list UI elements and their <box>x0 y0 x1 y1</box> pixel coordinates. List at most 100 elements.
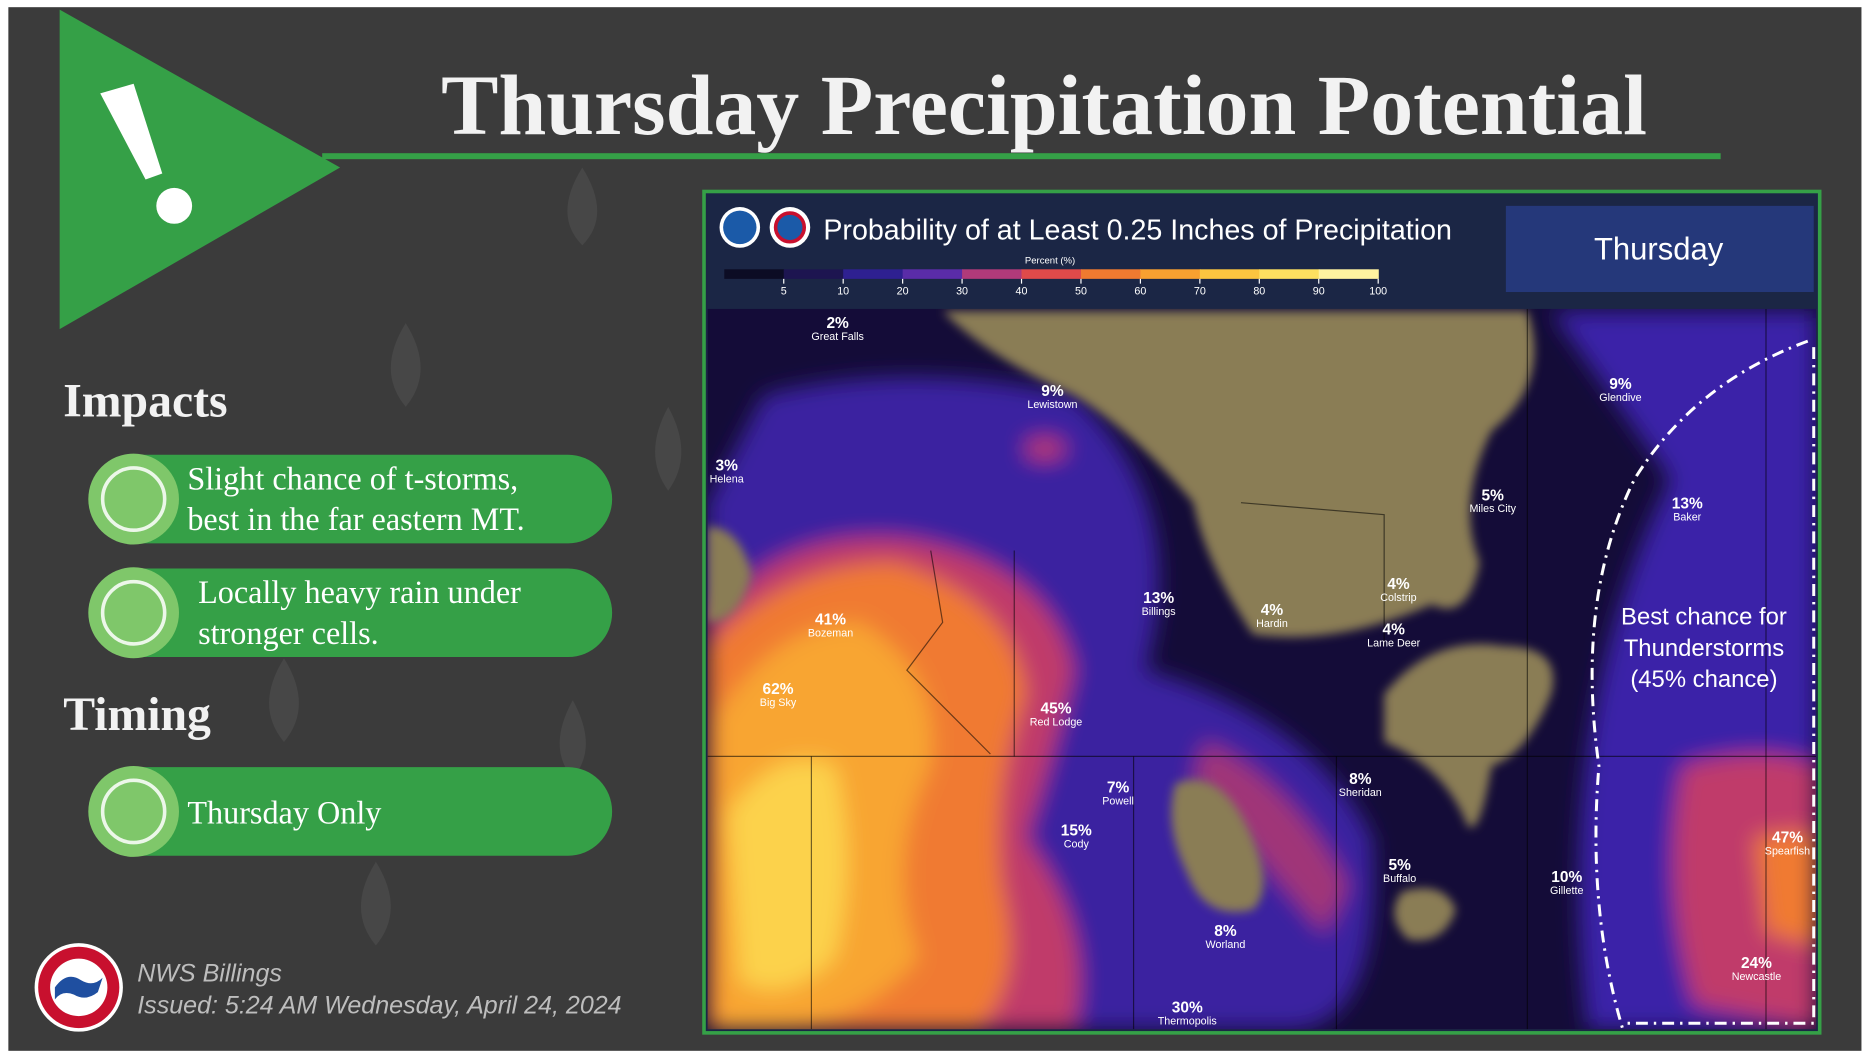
dry-areas <box>707 311 1554 941</box>
city-percent: 13% <box>1143 590 1174 607</box>
pill <box>95 568 613 658</box>
nws-small-logo-inner <box>773 211 807 244</box>
legend-title: Percent (%) <box>1025 255 1075 266</box>
legend: 5 10 20 30 40 50 60 70 80 90 100 <box>724 269 1387 297</box>
city-percent: 2% <box>826 315 849 332</box>
legend-tick-label: 90 <box>1313 285 1325 297</box>
legend-swatch <box>1021 269 1082 279</box>
legend-tick-label: 30 <box>956 285 968 297</box>
city-percent: 9% <box>1041 383 1064 400</box>
city-name: Lame Deer <box>1367 637 1421 649</box>
legend-tick-label: 50 <box>1075 285 1087 297</box>
impacts-heading: Impacts <box>63 374 227 427</box>
annotation-line: Thunderstorms <box>1624 635 1784 662</box>
nws-logo-mark <box>54 976 103 1000</box>
city-percent: 9% <box>1609 376 1632 393</box>
legend-swatch <box>843 269 904 279</box>
city-name: Bozeman <box>808 628 853 640</box>
legend-swatch <box>1259 269 1320 279</box>
pill-icon-inner <box>100 778 167 845</box>
city-percent: 7% <box>1107 779 1130 796</box>
city-name: Red Lodge <box>1030 716 1083 728</box>
legend-tick-label: 20 <box>897 285 909 297</box>
city-name: Powell <box>1102 795 1134 807</box>
city-percent: 13% <box>1672 496 1703 513</box>
issued: Issued: 5:24 AM Wednesday, April 24, 202… <box>137 992 621 1020</box>
day-box <box>1505 205 1814 293</box>
annotation: Best chance for Thunderstorms (45% chance) <box>1621 604 1787 693</box>
exclamation <box>100 83 163 180</box>
city-name: Glendive <box>1599 392 1641 404</box>
map-title: Probability of at Least 0.25 Inches of P… <box>823 214 1452 246</box>
city-percent: 5% <box>1388 857 1411 874</box>
timing-heading: Timing <box>63 688 211 741</box>
city-name: Sheridan <box>1339 787 1382 799</box>
raindrops <box>269 167 682 946</box>
city-percent: 4% <box>1383 621 1406 638</box>
legend-tick-label: 40 <box>1016 285 1028 297</box>
city-percent: 4% <box>1261 602 1284 619</box>
city-percent: 62% <box>762 681 793 698</box>
city-name: Spearfish <box>1765 846 1810 858</box>
city-name: Hardin <box>1256 618 1288 630</box>
map: 2%Great Falls9%Lewistown3%Helena41%Bozem… <box>707 308 1817 1030</box>
boundaries <box>707 308 1817 1030</box>
legend-tick-label: 100 <box>1369 285 1387 297</box>
legend-swatch <box>1318 269 1379 279</box>
city-name: Buffalo <box>1383 873 1416 885</box>
pill-text: stronger cells. <box>198 615 379 651</box>
annotation-line: (45% chance) <box>1630 666 1777 693</box>
city-percent: 30% <box>1172 1000 1203 1017</box>
pill-text: Locally heavy rain under <box>198 574 521 610</box>
legend-swatch <box>962 269 1023 279</box>
legend-swatch <box>902 269 963 279</box>
city-name: Miles City <box>1469 503 1516 515</box>
city-name: Lewistown <box>1027 399 1077 411</box>
city-percent: 45% <box>1041 700 1072 717</box>
legend-swatch <box>724 269 785 279</box>
pill-icon-inner <box>100 579 167 646</box>
day-label: Thursday <box>1594 232 1724 267</box>
storm-boundary <box>1590 339 1809 1030</box>
city-labels: 2%Great Falls9%Lewistown3%Helena41%Bozem… <box>710 315 1810 1028</box>
pill-text: best in the far eastern MT. <box>187 501 524 537</box>
legend-swatch <box>1199 269 1260 279</box>
city-name: Newcastle <box>1732 971 1782 983</box>
city-percent: 8% <box>1349 771 1372 788</box>
city-name: Big Sky <box>760 697 797 709</box>
exclamation-dot <box>156 187 193 224</box>
city-percent: 8% <box>1214 923 1237 940</box>
title: Thursday Precipitation Potential <box>441 57 1647 153</box>
title-rule <box>322 153 1721 160</box>
annotation-line: Best chance for <box>1621 604 1787 631</box>
city-name: Great Falls <box>811 331 863 343</box>
city-percent: 15% <box>1061 822 1092 839</box>
noaa-logo-inner <box>723 210 757 245</box>
legend-swatch <box>1140 269 1201 279</box>
storm-boundary-edge <box>1622 347 1816 1025</box>
city-percent: 3% <box>715 457 738 474</box>
legend-tick-label: 10 <box>837 285 849 297</box>
city-percent: 4% <box>1387 576 1410 593</box>
legend-tick-label: 60 <box>1134 285 1146 297</box>
city-percent: 47% <box>1772 830 1803 847</box>
pill-icon-inner <box>100 466 167 532</box>
office: NWS Billings <box>137 959 282 987</box>
city-name: Worland <box>1206 939 1246 951</box>
city-name: Gillette <box>1550 885 1583 897</box>
city-name: Thermopolis <box>1158 1015 1217 1027</box>
pills: Slight chance of t-storms, best in the fa… <box>88 453 613 857</box>
legend-swatch <box>783 269 844 279</box>
legend-tick-label: 70 <box>1194 285 1206 297</box>
city-name: Cody <box>1064 838 1090 850</box>
city-percent: 41% <box>815 612 846 629</box>
pill-text: Thursday Only <box>187 794 381 830</box>
legend-tick-label: 5 <box>781 285 787 297</box>
city-name: Baker <box>1673 512 1701 524</box>
legend-tick-label: 80 <box>1253 285 1265 297</box>
pill <box>95 454 613 544</box>
pill-text: Slight chance of t-storms, <box>187 460 518 496</box>
city-name: Helena <box>710 473 744 485</box>
